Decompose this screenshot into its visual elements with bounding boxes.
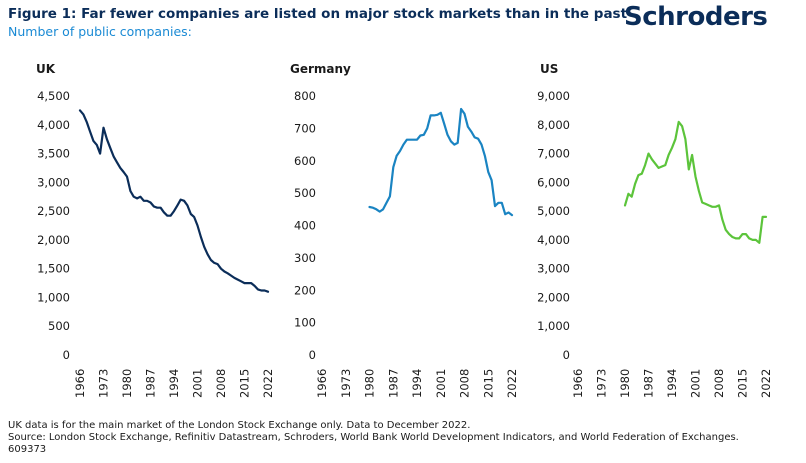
footnote-code: 609373 [8,444,47,455]
germany-x-tick-label: 2001 [434,369,448,398]
germany-x-tick-label: 2008 [458,369,472,398]
us-y-tick-label: 5,000 [537,204,570,218]
us-x-tick-label: 1966 [571,369,585,398]
germany-x-tick-label: 2015 [481,369,495,398]
us-y-tick-label: 4,000 [537,233,570,247]
us-y-tick-label: 9,000 [537,89,570,103]
germany-y-tick-label: 600 [294,154,316,168]
germany-x-tick-label: 1973 [339,369,353,398]
us-x-tick-label: 2008 [712,369,726,398]
germany-x-tick-label: 2022 [505,369,519,398]
us-x-tick-label: 2022 [759,369,773,398]
germany-y-tick-label: 0 [309,348,316,362]
us-x-tick-label: 1994 [665,369,679,398]
germany-x-tick-label: 1994 [410,369,424,398]
us-x-tick-label: 1987 [642,369,656,398]
uk-y-tick-label: 1,500 [37,262,70,276]
us-series-line [623,120,768,244]
us-y-tick-label: 7,000 [537,147,570,161]
footnote-source: Source: London Stock Exchange, Refinitiv… [8,432,739,443]
figure-subtitle: Number of public companies: [8,24,192,39]
us-x-tick-label: 2001 [689,369,703,398]
germany-y-tick-label: 400 [294,219,316,233]
germany-panel-title: Germany [290,62,351,76]
germany-x-tick-label: 1980 [363,369,377,398]
uk-y-tick-label: 4,500 [37,89,70,103]
germany-y-tick-label: 200 [294,283,316,297]
uk-x-tick-label: 2001 [191,369,205,398]
footnote-data-note: UK data is for the main market of the Lo… [8,420,471,431]
uk-x-tick-label: 2022 [261,369,275,398]
germany-y-tick-label: 100 [294,316,316,330]
uk-x-tick-label: 1966 [73,369,87,398]
uk-y-tick-label: 500 [48,319,70,333]
figure-title: Figure 1: Far fewer companies are listed… [8,6,628,22]
germany-y-tick-label: 800 [294,89,316,103]
us-y-tick-label: 6,000 [537,175,570,189]
us-y-tick-label: 8,000 [537,118,570,132]
germany-y-tick-label: 300 [294,251,316,265]
uk-y-tick-label: 3,500 [37,147,70,161]
us-y-tick-label: 1,000 [537,319,570,333]
uk-y-tick-label: 2,000 [37,233,70,247]
uk-x-tick-label: 1980 [120,369,134,398]
us-x-tick-label: 1973 [595,369,609,398]
us-y-tick-label: 2,000 [537,290,570,304]
germany-x-tick-label: 1966 [315,369,329,398]
germany-y-tick-label: 700 [294,121,316,135]
uk-panel-title: UK [36,62,56,76]
us-y-tick-label: 0 [563,348,570,362]
us-y-tick-label: 3,000 [537,262,570,276]
uk-y-tick-label: 2,500 [37,204,70,218]
germany-series-line [368,107,514,217]
us-x-tick-label: 2015 [736,369,750,398]
uk-x-tick-label: 1987 [144,369,158,398]
uk-x-tick-label: 1994 [167,369,181,398]
germany-y-tick-label: 500 [294,186,316,200]
uk-y-tick-label: 1,000 [37,290,70,304]
us-x-tick-label: 1980 [618,369,632,398]
uk-x-tick-label: 1973 [97,369,111,398]
uk-y-tick-label: 0 [63,348,70,362]
uk-x-tick-label: 2015 [238,369,252,398]
uk-y-tick-label: 4,000 [37,118,70,132]
us-panel-title: US [540,62,558,76]
uk-y-tick-label: 3,000 [37,175,70,189]
germany-x-tick-label: 1987 [386,369,400,398]
uk-series-line [78,109,270,293]
uk-x-tick-label: 2008 [214,369,228,398]
schroders-logo: Schroders [624,2,768,32]
